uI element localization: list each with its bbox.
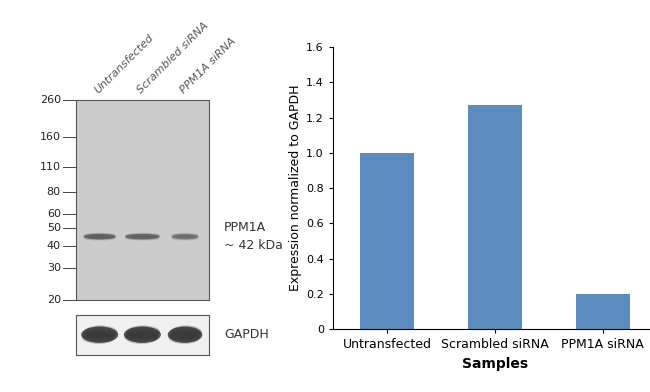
Ellipse shape (84, 236, 116, 240)
Bar (75, 315, 209, 355)
Bar (75, 100, 209, 300)
Ellipse shape (84, 325, 118, 338)
Text: PPM1A: PPM1A (224, 221, 266, 234)
Text: GAPDH: GAPDH (224, 328, 268, 341)
Ellipse shape (125, 331, 158, 344)
Ellipse shape (125, 233, 160, 237)
Ellipse shape (172, 236, 199, 241)
Ellipse shape (125, 236, 160, 241)
Text: 60: 60 (47, 209, 61, 219)
Ellipse shape (84, 233, 116, 237)
Ellipse shape (125, 234, 160, 240)
Ellipse shape (84, 236, 116, 241)
Text: Untransfected: Untransfected (92, 33, 155, 96)
Ellipse shape (168, 327, 202, 343)
Text: 110: 110 (40, 162, 61, 172)
Ellipse shape (170, 328, 201, 341)
Ellipse shape (126, 327, 159, 339)
Ellipse shape (172, 233, 199, 237)
Text: 20: 20 (47, 295, 61, 305)
Y-axis label: Expression normalized to GAPDH: Expression normalized to GAPDH (289, 85, 302, 291)
Ellipse shape (83, 328, 116, 341)
Bar (468, 105, 522, 329)
Ellipse shape (125, 330, 159, 343)
Text: 50: 50 (47, 223, 61, 233)
Text: 30: 30 (47, 263, 61, 273)
Ellipse shape (84, 234, 116, 239)
Text: ~ 42 kDa: ~ 42 kDa (224, 239, 283, 252)
Ellipse shape (168, 331, 200, 344)
Bar (360, 153, 414, 329)
Text: 40: 40 (47, 241, 61, 251)
Ellipse shape (125, 234, 160, 238)
Ellipse shape (83, 330, 116, 343)
Ellipse shape (169, 330, 200, 343)
X-axis label: Samples: Samples (462, 357, 528, 371)
Text: 260: 260 (40, 94, 61, 105)
Ellipse shape (125, 328, 159, 341)
Ellipse shape (170, 325, 202, 338)
Ellipse shape (81, 327, 118, 343)
Ellipse shape (172, 234, 199, 238)
Ellipse shape (84, 234, 116, 240)
Text: Scrambled siRNA: Scrambled siRNA (135, 21, 210, 96)
Ellipse shape (172, 234, 199, 240)
Ellipse shape (125, 236, 160, 240)
Ellipse shape (82, 331, 115, 344)
Ellipse shape (170, 327, 201, 339)
Ellipse shape (127, 325, 160, 338)
Text: 80: 80 (47, 187, 61, 197)
Ellipse shape (125, 234, 160, 239)
Ellipse shape (172, 236, 199, 240)
Ellipse shape (84, 234, 116, 238)
Text: 160: 160 (40, 132, 61, 142)
Text: PPM1A siRNA: PPM1A siRNA (178, 36, 237, 96)
Ellipse shape (172, 234, 199, 239)
Bar (576, 294, 630, 329)
Ellipse shape (83, 327, 117, 339)
Ellipse shape (124, 327, 161, 343)
